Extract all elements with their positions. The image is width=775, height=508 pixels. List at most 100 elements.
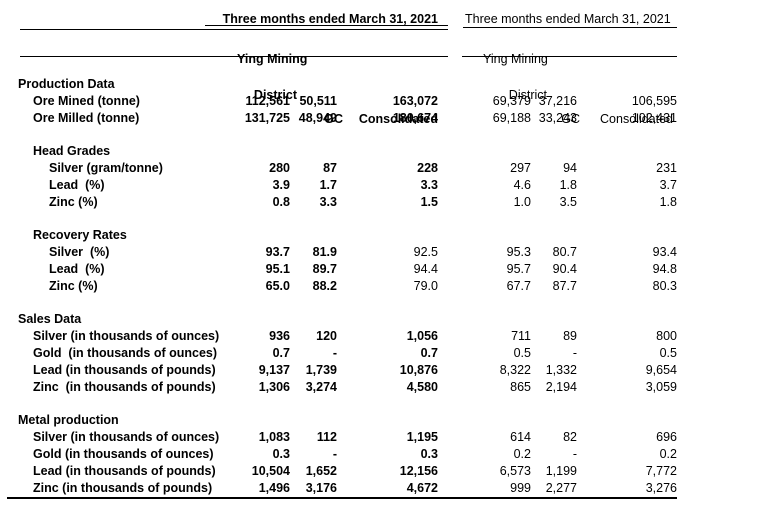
cell-left-gc: 1,739 xyxy=(305,363,337,377)
cell-left-consolidated: 0.7 xyxy=(420,346,438,360)
cell-right-ying: 69,379 xyxy=(492,94,531,108)
cell-right-ying: 0.2 xyxy=(513,447,531,461)
cell-right-consolidated xyxy=(577,143,677,160)
cell-gap xyxy=(438,143,467,160)
cell-left-gc: 48,949 xyxy=(298,111,337,125)
cell-right-ying xyxy=(467,311,531,328)
cell-gap xyxy=(438,76,467,93)
left-ying-header-line2: District xyxy=(253,88,297,102)
cell-gap xyxy=(438,379,467,396)
table-row: Zinc (in thousands of pounds) 1,306 3,274 4… xyxy=(0,379,677,396)
cell-right-gc: 2,277 xyxy=(545,481,577,495)
cell-right-consolidated: 800 xyxy=(656,329,677,343)
cell-gap xyxy=(438,227,467,244)
left-header-rule xyxy=(20,56,448,57)
cell-left-gc: 1,652 xyxy=(305,464,337,478)
cell-left-ying: 1,496 xyxy=(258,481,290,495)
row-label: Zinc (in thousands of pounds) xyxy=(33,481,213,495)
cell-right-ying: 8,322 xyxy=(499,363,531,377)
cell-gap xyxy=(438,261,467,278)
cell-left-consolidated: 3.3 xyxy=(420,178,438,192)
cell-left-gc: 87 xyxy=(323,161,337,175)
cell-gap xyxy=(438,311,467,328)
cell-right-consolidated: 9,654 xyxy=(645,363,677,377)
cell-left-consolidated: 163,072 xyxy=(392,94,438,108)
cell-right-gc xyxy=(531,76,577,93)
row-label: Sales Data xyxy=(18,312,82,326)
row-label: Silver (in thousands of ounces) xyxy=(33,329,220,343)
cell-left-ying: 0.8 xyxy=(272,195,290,209)
cell-right-gc xyxy=(531,143,577,160)
cell-gap xyxy=(438,446,467,463)
table-row: Lead (in thousands of pounds) 10,504 1,652… xyxy=(0,463,677,480)
cell-left-ying: 10,504 xyxy=(251,464,290,478)
cell-right-consolidated: 696 xyxy=(656,430,677,444)
cell-right-consolidated: 93.4 xyxy=(652,245,677,259)
cell-left-consolidated xyxy=(337,412,438,429)
cell-gap xyxy=(438,110,467,127)
table-row: Silver (in thousands of ounces) 936 120 1,0… xyxy=(0,328,677,345)
cell-right-gc: 33,243 xyxy=(538,111,577,125)
cell-left-ying: 93.7 xyxy=(265,245,290,259)
cell-right-gc: 82 xyxy=(563,430,577,444)
row-label: Zinc (%) xyxy=(49,279,98,293)
cell-gap xyxy=(438,93,467,110)
cell-right-ying: 614 xyxy=(510,430,531,444)
cell-left-consolidated: 0.3 xyxy=(420,447,438,461)
cell-left-consolidated: 79.0 xyxy=(413,279,438,293)
cell-gap xyxy=(438,412,467,429)
right-gc-header: GC xyxy=(561,112,580,126)
cell-left-consolidated: 12,156 xyxy=(399,464,438,478)
cell-left-ying: 95.1 xyxy=(265,262,290,276)
table-row: Gold (in thousands of ounces) 0.7 - 0.7 0.5 -… xyxy=(0,345,677,362)
cell-left-consolidated: 4,580 xyxy=(406,380,438,394)
cell-right-consolidated: 3.7 xyxy=(659,178,677,192)
cell-right-gc: 90.4 xyxy=(552,262,577,276)
cell-left-gc: 3.3 xyxy=(319,195,337,209)
table-row: Lead (%) 95.1 89.7 94.4 95.7 90.4 94.8 xyxy=(0,261,677,278)
section-title-row: Recovery Rates xyxy=(0,227,677,244)
cell-right-ying xyxy=(467,143,531,160)
cell-right-ying xyxy=(467,227,531,244)
cell-left-consolidated: 94.4 xyxy=(413,262,438,276)
section-title-row: Metal production xyxy=(0,412,677,429)
section-spacer xyxy=(0,127,677,143)
cell-gap xyxy=(438,463,467,480)
cell-right-gc xyxy=(531,412,577,429)
cell-right-ying: 67.7 xyxy=(506,279,531,293)
cell-right-consolidated: 7,772 xyxy=(645,464,677,478)
row-label: Silver (in thousands of ounces) xyxy=(33,430,220,444)
row-label: Gold (in thousands of ounces) xyxy=(33,447,214,461)
cell-left-ying xyxy=(230,412,290,429)
cell-right-gc: 80.7 xyxy=(552,245,577,259)
cell-left-gc: 88.2 xyxy=(312,279,337,293)
cell-left-consolidated: 4,672 xyxy=(406,481,438,495)
cell-left-gc xyxy=(290,227,337,244)
period-header-left: Three months ended March 31, 2021 xyxy=(222,12,438,26)
row-label: Head Grades xyxy=(33,144,111,158)
row-label: Silver (%) xyxy=(49,245,110,259)
row-label: Lead (in thousands of pounds) xyxy=(33,363,216,377)
cell-left-consolidated: 1.5 xyxy=(420,195,438,209)
column-header-row: Ying Mining District GC Consolidated Yin… xyxy=(0,29,677,126)
cell-left-ying: 0.7 xyxy=(272,346,290,360)
cell-left-gc: 3,274 xyxy=(305,380,337,394)
cell-right-gc: - xyxy=(572,346,577,360)
right-ying-district-header: Ying Mining District xyxy=(483,29,548,125)
cell-right-gc xyxy=(531,227,577,244)
section-title-row: Production Data xyxy=(0,76,677,93)
cell-left-consolidated: 180,674 xyxy=(392,111,438,125)
cell-right-consolidated: 102,431 xyxy=(631,111,677,125)
row-label: Lead (%) xyxy=(49,262,105,276)
cell-right-consolidated: 94.8 xyxy=(652,262,677,276)
cell-left-consolidated xyxy=(337,76,438,93)
cell-left-gc xyxy=(290,143,337,160)
cell-right-gc: - xyxy=(572,447,577,461)
cell-left-ying: 1,083 xyxy=(258,430,290,444)
cell-right-ying xyxy=(467,412,531,429)
cell-right-ying: 711 xyxy=(511,329,531,343)
cell-left-gc: 89.7 xyxy=(312,262,337,276)
cell-right-consolidated xyxy=(577,412,677,429)
table-row: Silver (in thousands of ounces) 1,083 112 1… xyxy=(0,429,677,446)
